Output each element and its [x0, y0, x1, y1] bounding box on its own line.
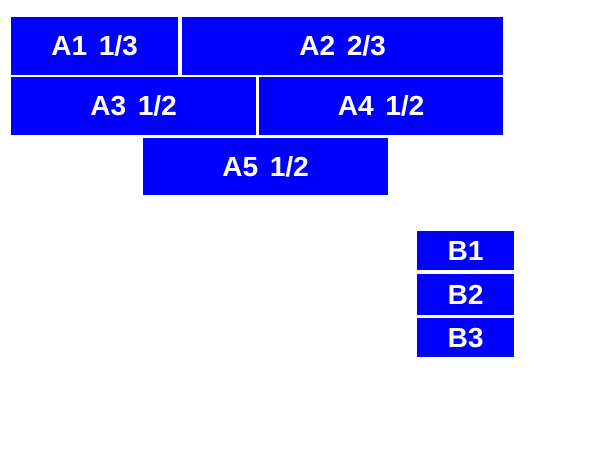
box-a3: A3 1/2 — [11, 77, 256, 135]
box-b2: B2 — [417, 274, 514, 315]
box-a4: A4 1/2 — [259, 77, 503, 135]
box-a1: A1 1/3 — [11, 17, 178, 75]
box-a5: A5 1/2 — [143, 138, 388, 195]
box-b1: B1 — [417, 231, 514, 270]
box-b3: B3 — [417, 318, 514, 357]
box-a2: A2 2/3 — [182, 17, 503, 75]
